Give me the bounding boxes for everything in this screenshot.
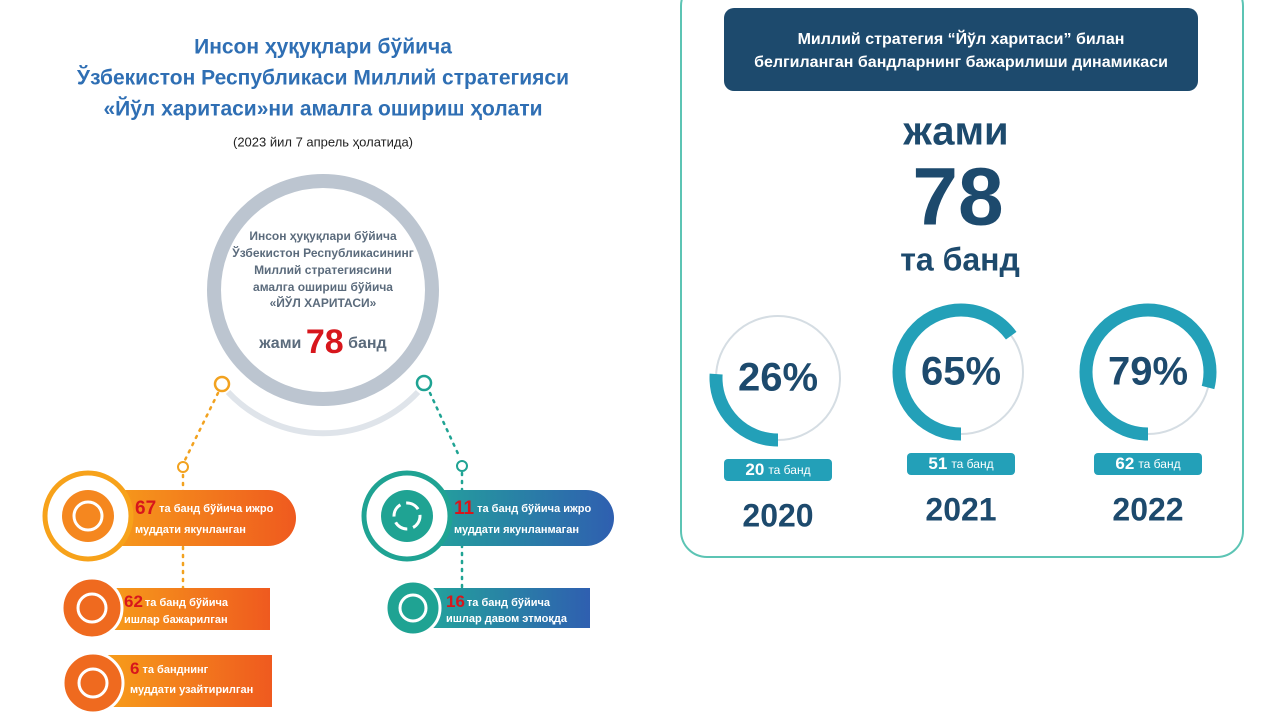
item-icon — [62, 490, 114, 542]
item-text: 16 та банд бўйича — [446, 592, 551, 611]
count-number: 62 — [1115, 454, 1134, 473]
item-text: 6 та банднинг — [130, 659, 209, 678]
count-label: 20 та банд — [745, 460, 810, 479]
count-suffix: та банд — [768, 463, 810, 477]
item-line: ишлар бажарилган — [124, 614, 228, 626]
circle-line: Миллий стратегиясини — [254, 263, 392, 277]
count-pill — [724, 459, 832, 481]
total-prefix: жами — [902, 110, 1008, 154]
year-label: 2022 — [1112, 491, 1183, 527]
item-text: 62 та банд бўйича — [124, 592, 229, 611]
item-icon — [76, 592, 108, 624]
year-label: 2020 — [742, 497, 813, 533]
item-icon — [61, 651, 125, 715]
item-bar — [413, 588, 590, 628]
item-number: 11 — [454, 498, 475, 519]
total-number: 78 — [306, 323, 344, 361]
item-bar — [407, 490, 614, 546]
ring-progress — [1079, 303, 1217, 441]
title-line: Инсон ҳуқуқлари бўйича — [194, 36, 452, 59]
node — [177, 461, 189, 473]
count-label: 51 та банд — [928, 454, 993, 473]
item-line: муддати узайтирилган — [130, 684, 253, 696]
item-icon — [77, 667, 109, 699]
item-bar — [88, 490, 296, 546]
item-line: муддати якунланмаган — [454, 524, 579, 536]
item-icon — [398, 593, 428, 623]
count-label: 62 та банд — [1115, 454, 1180, 473]
item-line: ишлар давом этмоқда — [446, 613, 568, 625]
circle-total: жами 78 банд — [258, 323, 386, 361]
count-suffix: та банд — [1138, 457, 1180, 471]
count-pill — [1094, 453, 1202, 475]
ring-percent: 65% — [921, 350, 1001, 394]
ring-progress — [892, 303, 1030, 441]
ring-progress — [709, 309, 847, 447]
circle-line: амалга ошириш бўйича — [253, 280, 393, 294]
item-icon — [392, 501, 422, 531]
item-line: та банднинг — [142, 664, 208, 676]
node — [415, 374, 433, 392]
ring-arc — [225, 389, 421, 437]
title-line: «Йўл харитаси»ни амалга ошириш ҳолати — [103, 97, 542, 121]
header-line: Миллий стратегия “Йўл харитаси” билан — [798, 29, 1125, 48]
item-line: та банд бўйича ижро — [159, 503, 273, 515]
ring-percent: 79% — [1108, 350, 1188, 394]
title-line: Ўзбекистон Республикаси Миллий стратегия… — [76, 66, 569, 90]
total-prefix: жами — [258, 335, 301, 352]
item-line: та банд бўйича — [145, 597, 229, 609]
circle-line: Инсон ҳуқуқлари бўйича — [249, 229, 397, 243]
item-icon — [381, 490, 433, 542]
node — [213, 375, 231, 393]
header-line: белгиланган бандларнинг бажарилиши динам… — [754, 54, 1168, 71]
item-line: та банд бўйича — [467, 597, 551, 609]
year-label: 2021 — [925, 491, 996, 527]
item-icon — [384, 579, 442, 637]
circle-line: «ЙЎЛ ХАРИТАСИ» — [270, 295, 377, 310]
year-rings: 26% 20 та банд 2020 65% 51 та банд 2021 79% 62 та … — [709, 303, 1217, 533]
item-line: та банд бўйича ижро — [477, 503, 591, 515]
subtitle: (2023 йил 7 апрель ҳолатида) — [233, 134, 413, 149]
ring-percent: 26% — [738, 356, 818, 400]
circle-line: Ўзбекистон Республикасининг — [231, 245, 413, 260]
total-suffix: та банд — [900, 241, 1020, 277]
item-number: 16 — [446, 592, 465, 611]
count-number: 20 — [745, 460, 764, 479]
item-number: 6 — [130, 659, 139, 678]
total-number: 78 — [912, 152, 1003, 243]
item-text: 11 та банд бўйича ижро — [454, 498, 592, 519]
main-ring — [207, 174, 439, 406]
item-number: 62 — [124, 592, 143, 611]
item-line: муддати якунланган — [135, 524, 246, 536]
node — [456, 460, 468, 472]
item-icon — [60, 576, 124, 640]
count-pill — [907, 453, 1015, 475]
count-number: 51 — [928, 454, 947, 473]
item-text: 67 та банд бўйича ижро — [135, 498, 274, 519]
item-icon — [72, 500, 104, 532]
header-box — [724, 8, 1198, 91]
item-number: 67 — [135, 498, 156, 519]
total-suffix: банд — [348, 335, 387, 352]
count-suffix: та банд — [951, 457, 993, 471]
